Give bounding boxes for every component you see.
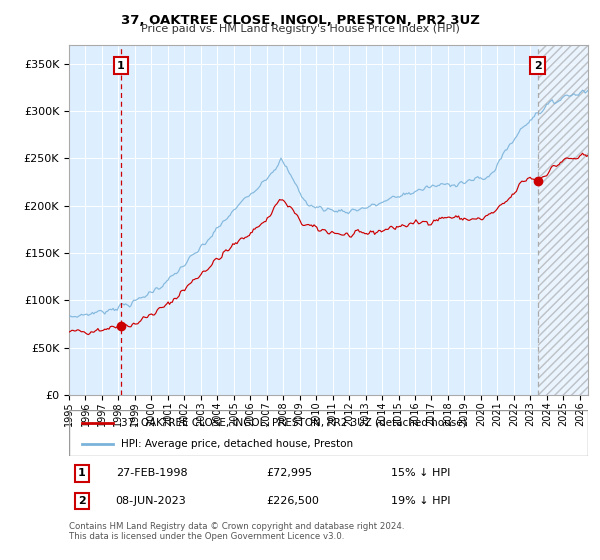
Text: 1: 1 xyxy=(117,60,125,71)
Text: £226,500: £226,500 xyxy=(266,496,319,506)
Text: 15% ↓ HPI: 15% ↓ HPI xyxy=(391,469,450,478)
Text: 1: 1 xyxy=(78,469,86,478)
Text: HPI: Average price, detached house, Preston: HPI: Average price, detached house, Pres… xyxy=(121,439,353,449)
Text: £72,995: £72,995 xyxy=(266,469,313,478)
Text: 37, OAKTREE CLOSE, INGOL, PRESTON, PR2 3UZ (detached house): 37, OAKTREE CLOSE, INGOL, PRESTON, PR2 3… xyxy=(121,418,467,428)
Bar xyxy=(538,45,588,395)
Text: 2: 2 xyxy=(78,496,86,506)
Text: 37, OAKTREE CLOSE, INGOL, PRESTON, PR2 3UZ: 37, OAKTREE CLOSE, INGOL, PRESTON, PR2 3… xyxy=(121,14,479,27)
Text: 27-FEB-1998: 27-FEB-1998 xyxy=(116,469,187,478)
Text: 19% ↓ HPI: 19% ↓ HPI xyxy=(391,496,450,506)
Text: 2: 2 xyxy=(534,60,541,71)
Text: Contains HM Land Registry data © Crown copyright and database right 2024.
This d: Contains HM Land Registry data © Crown c… xyxy=(69,522,404,542)
Text: 08-JUN-2023: 08-JUN-2023 xyxy=(116,496,187,506)
Text: Price paid vs. HM Land Registry's House Price Index (HPI): Price paid vs. HM Land Registry's House … xyxy=(140,24,460,34)
Bar xyxy=(538,45,588,395)
